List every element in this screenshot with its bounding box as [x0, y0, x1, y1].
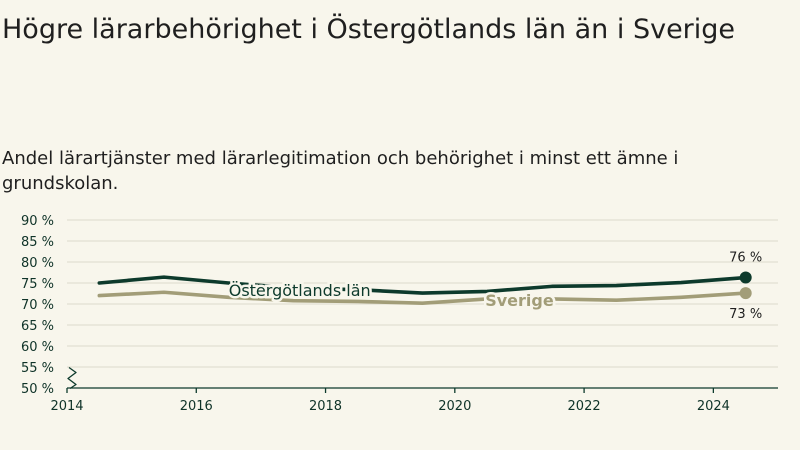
series-name-label: Östergötlands län — [229, 281, 371, 300]
axis-break-icon — [67, 366, 77, 390]
x-tick-label: 2022 — [568, 399, 601, 414]
end-point-marker — [739, 287, 752, 300]
y-tick-label: 55 % — [21, 361, 54, 376]
end-value-label: 76 % — [729, 251, 762, 266]
axes: 50 % 55 % 60 % 65 % 70 % 75 % 80 % 85 % 90 % 2014… — [21, 214, 778, 414]
x-tick-label: 2024 — [697, 399, 730, 414]
y-tick-label: 75 % — [21, 277, 54, 292]
end-value-label: 73 % — [729, 307, 762, 322]
series-line — [97, 275, 748, 295]
end-point-marker — [739, 271, 752, 284]
series-name-label: Sverige — [485, 291, 554, 310]
x-tick-label: 2020 — [438, 399, 471, 414]
y-tick-label: 50 % — [21, 382, 54, 397]
y-tick-label: 65 % — [21, 319, 54, 334]
chart-subtitle: Andel lärartjänster med lärarlegitimatio… — [2, 148, 679, 194]
chart-title: Högre lärarbehörighet i Östergötlands lä… — [2, 14, 736, 45]
y-tick-label: 70 % — [21, 298, 54, 313]
y-tick-label: 60 % — [21, 340, 54, 355]
series-lines — [97, 271, 752, 305]
x-tick-label: 2018 — [309, 399, 342, 414]
x-tick-label: 2014 — [50, 399, 83, 414]
series-line — [97, 290, 748, 305]
chart-labels: Östergötlands län Sverige 76 % 73 % — [226, 251, 762, 323]
y-tick-label: 90 % — [21, 214, 54, 229]
y-tick-label: 85 % — [21, 235, 54, 250]
y-tick-label: 80 % — [21, 256, 54, 271]
x-tick-label: 2016 — [180, 399, 213, 414]
